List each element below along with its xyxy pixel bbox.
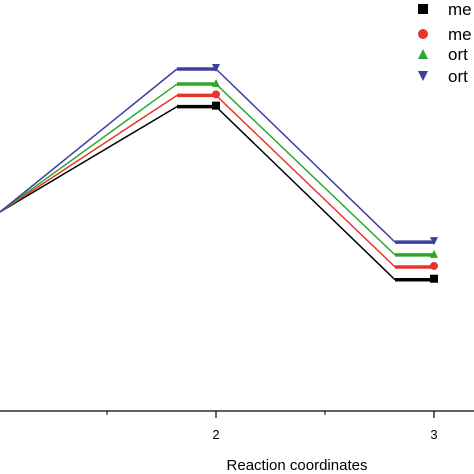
x-axis-title: Reaction coordinates [227, 457, 368, 474]
series-3 [0, 64, 438, 246]
connector-line [0, 94, 178, 213]
data-point-marker [430, 261, 438, 270]
data-point-marker [212, 101, 220, 110]
data-point-marker [212, 79, 220, 88]
data-point-marker [430, 274, 438, 283]
series-layer [0, 64, 438, 283]
connector-line [215, 94, 396, 268]
legend-item: me [418, 0, 472, 19]
legend-marker [418, 29, 428, 39]
connector-line [215, 68, 396, 243]
series-2 [0, 79, 438, 258]
data-point-marker [212, 90, 220, 99]
legend-label: ort [448, 45, 468, 64]
connector-line [0, 105, 178, 213]
data-point-marker [430, 237, 438, 246]
x-tick-label: 3 [430, 427, 437, 442]
legend-label: me [448, 25, 472, 44]
legend-marker [418, 4, 428, 14]
connector-line [0, 68, 178, 213]
data-point-marker [430, 249, 438, 258]
data-point-marker [212, 64, 220, 72]
legend-marker [418, 71, 428, 81]
connector-line [0, 83, 178, 213]
legend-marker [418, 49, 428, 59]
legend-item: ort [418, 45, 468, 64]
x-tick-label: 2 [212, 427, 219, 442]
legend-label: me [448, 0, 472, 19]
connector-line [215, 83, 396, 256]
connector-line [215, 106, 396, 281]
series-1 [0, 90, 438, 270]
legend-item: ort [418, 67, 468, 86]
series-0 [0, 101, 438, 283]
legend-label: ort [448, 67, 468, 86]
legend-item: me [418, 25, 472, 44]
x-axis: 2 3 Reaction coordinates [0, 410, 474, 474]
